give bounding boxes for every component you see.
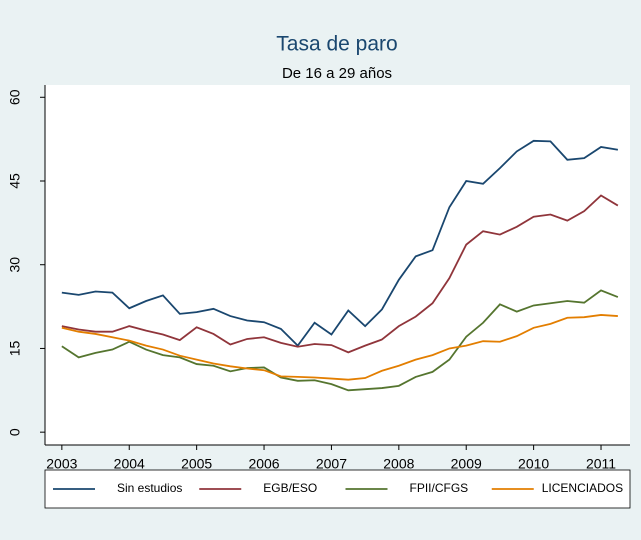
legend-label: FPII/CFGS [410,481,469,495]
y-tick-label: 45 [7,173,23,189]
y-tick-label: 60 [7,89,23,105]
x-tick-label: 2009 [451,456,482,472]
x-tick-label: 2003 [46,456,77,472]
plot-area [45,85,630,445]
legend-label: Sin estudios [117,481,182,495]
x-tick-label: 2008 [383,456,414,472]
x-tick-label: 2004 [114,456,145,472]
y-tick-label: 0 [7,428,23,436]
legend-label: LICENCIADOS [542,481,623,495]
series-line [61,314,618,381]
x-tick-label: 2006 [248,456,279,472]
x-tick-label: 2010 [518,456,549,472]
x-tick-label: 2011 [586,456,616,472]
legend-label: EGB/ESO [263,481,317,495]
series-line [61,289,619,392]
x-tick-label: 2007 [316,456,347,472]
series-line [61,139,619,348]
y-tick-label: 15 [7,340,23,356]
y-tick-label: 30 [7,257,23,273]
chart-subtitle: De 16 a 29 años [282,65,392,82]
series-line [61,194,619,354]
chart-title: Tasa de paro [276,33,397,56]
x-tick-label: 2005 [181,456,212,472]
